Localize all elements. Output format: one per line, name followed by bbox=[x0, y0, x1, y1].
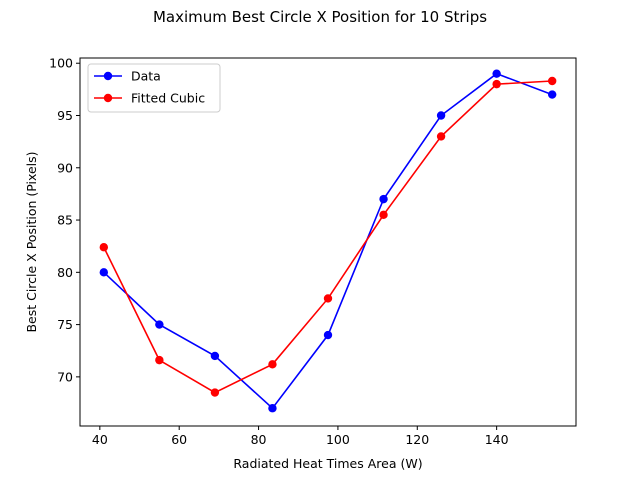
y-tick-label: 80 bbox=[57, 265, 73, 280]
y-axis-label: Best Circle X Position (Pixels) bbox=[24, 151, 39, 332]
series-line bbox=[103, 72, 553, 410]
x-tick-label: 100 bbox=[326, 432, 350, 447]
y-tick-label: 85 bbox=[57, 213, 73, 228]
x-tick-label: 140 bbox=[485, 432, 509, 447]
x-tick-label: 80 bbox=[251, 432, 267, 447]
legend: Data Fitted Cubic bbox=[87, 63, 221, 113]
legend-marker bbox=[103, 93, 113, 103]
data-point bbox=[99, 268, 109, 277]
data-point bbox=[155, 320, 164, 329]
y-tick-label: 100 bbox=[49, 56, 73, 71]
x-tick-label: 120 bbox=[405, 432, 429, 447]
x-tick-label: 40 bbox=[92, 432, 108, 447]
chart-title: Maximum Best Circle X Position for 10 St… bbox=[153, 8, 487, 26]
x-axis-ticks: 40 60 80 100 120 140 bbox=[92, 426, 509, 447]
data-point bbox=[492, 79, 501, 89]
x-axis-label: Radiated Heat Times Area (W) bbox=[233, 456, 422, 471]
legend-label: Fitted Cubic bbox=[131, 91, 205, 106]
y-tick-label: 90 bbox=[57, 160, 73, 175]
data-point bbox=[268, 404, 277, 413]
data-point bbox=[379, 194, 388, 204]
data-point bbox=[99, 243, 109, 252]
data-point bbox=[436, 132, 446, 141]
data-point bbox=[210, 351, 220, 361]
data-point bbox=[323, 330, 333, 340]
y-axis-ticks: 70 75 80 85 90 95 100 bbox=[49, 56, 80, 384]
data-point bbox=[436, 111, 446, 120]
data-point bbox=[379, 210, 388, 220]
y-tick-label: 75 bbox=[57, 317, 73, 332]
legend-item: Data bbox=[94, 69, 161, 84]
data-point bbox=[268, 360, 277, 369]
legend-label: Data bbox=[131, 69, 161, 84]
legend-marker bbox=[103, 71, 113, 81]
series-data bbox=[99, 69, 557, 413]
series-layer bbox=[99, 69, 557, 413]
data-point bbox=[155, 355, 164, 365]
series-fitted-cubic bbox=[99, 76, 557, 397]
data-point bbox=[547, 76, 557, 86]
data-point bbox=[323, 294, 333, 303]
y-tick-label: 70 bbox=[57, 369, 73, 384]
plot-frame bbox=[79, 57, 577, 427]
data-point bbox=[492, 69, 501, 78]
legend-item: Fitted Cubic bbox=[94, 91, 205, 106]
data-point bbox=[210, 388, 220, 397]
x-tick-label: 60 bbox=[171, 432, 187, 447]
series-line bbox=[103, 80, 553, 394]
y-tick-label: 95 bbox=[57, 108, 73, 123]
data-point bbox=[547, 90, 557, 99]
